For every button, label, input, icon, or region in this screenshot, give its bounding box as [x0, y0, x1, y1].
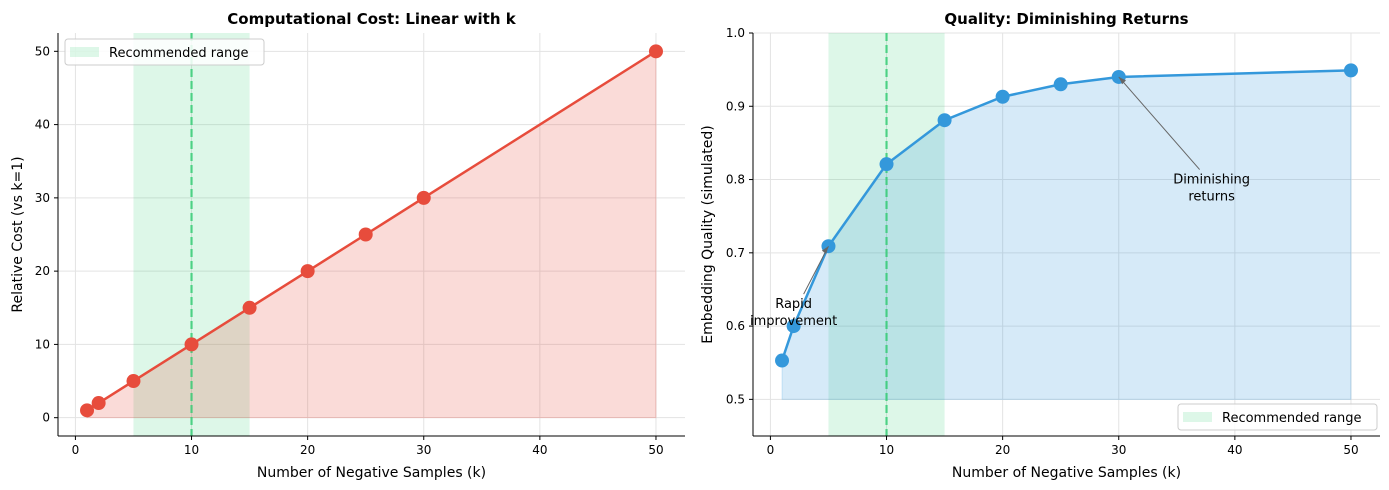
data-point	[91, 396, 106, 411]
data-point	[648, 44, 663, 59]
data-point	[995, 89, 1010, 104]
data-point	[1343, 63, 1358, 78]
x-tick-label: 0	[72, 443, 80, 457]
y-tick-label: 0	[42, 411, 50, 425]
legend: Recommended range	[64, 38, 265, 66]
y-axis-label: Relative Cost (vs k=1)	[10, 156, 26, 312]
annotation-text: improvement	[750, 314, 837, 329]
legend-box	[1177, 403, 1378, 431]
x-tick-label: 30	[1111, 443, 1126, 457]
y-tick-label: 50	[35, 44, 50, 58]
y-tick-label: 0.7	[726, 246, 745, 260]
data-point	[300, 264, 315, 279]
x-tick-label: 10	[879, 443, 894, 457]
data-point	[937, 113, 952, 128]
cost-chart: 0 10 20 30 40 50 0 10 20 30 40 50 Computational Cost…	[10, 10, 685, 481]
legend-swatch	[1183, 412, 1212, 422]
x-tick-label: 40	[1227, 443, 1242, 457]
y-tick-label: 1.0	[726, 26, 745, 40]
data-point	[242, 300, 257, 315]
chart-title: Quality: Diminishing Returns	[944, 10, 1188, 28]
legend-box	[64, 38, 265, 66]
annotation-text: returns	[1188, 190, 1235, 205]
legend-label: Recommended range	[1222, 411, 1362, 426]
x-tick-label: 20	[995, 443, 1010, 457]
x-tick-label: 40	[532, 443, 547, 457]
annotation-text: Rapid	[775, 297, 812, 312]
arrowhead-icon	[821, 246, 829, 254]
x-tick-label: 10	[184, 443, 199, 457]
data-point	[775, 353, 790, 368]
data-point	[358, 227, 373, 242]
x-tick-label: 20	[300, 443, 315, 457]
legend-label: Recommended range	[109, 46, 249, 61]
x-tick-label: 30	[416, 443, 431, 457]
legend-swatch	[70, 47, 99, 57]
y-tick-label: 0.5	[726, 392, 745, 406]
annotation-text: Diminishing	[1173, 173, 1250, 188]
data-point	[879, 157, 894, 172]
legend: Recommended range	[1177, 403, 1378, 431]
x-axis-label: Number of Negative Samples (k)	[952, 465, 1181, 481]
chart-title: Computational Cost: Linear with k	[227, 10, 516, 28]
data-point	[1053, 77, 1068, 92]
x-tick-label: 50	[1343, 443, 1358, 457]
data-point	[416, 190, 431, 205]
y-tick-label: 30	[35, 191, 50, 205]
y-tick-label: 10	[35, 337, 50, 351]
y-tick-label: 0.6	[726, 319, 745, 333]
data-point	[80, 403, 95, 418]
annotation-arrow	[803, 245, 829, 295]
y-axis-label: Embedding Quality (simulated)	[700, 125, 716, 343]
arrowhead-icon	[1118, 76, 1127, 85]
x-tick-label: 50	[648, 443, 663, 457]
y-tick-label: 40	[35, 118, 50, 132]
y-tick-label: 0.9	[726, 99, 745, 113]
data-point	[786, 319, 801, 334]
data-point	[184, 337, 199, 352]
annotation-arrow	[1118, 76, 1201, 170]
quality-chart: Rapid improvement Diminishing returns 0 10 20 3…	[700, 10, 1380, 481]
x-axis-label: Number of Negative Samples (k)	[257, 465, 486, 481]
data-point	[126, 374, 141, 389]
x-tick-label: 0	[767, 443, 775, 457]
y-tick-label: 20	[35, 264, 50, 278]
y-tick-label: 0.8	[726, 173, 745, 187]
